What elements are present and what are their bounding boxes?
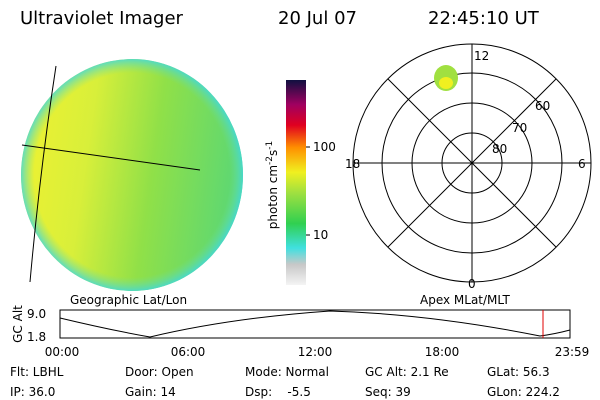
status-field: Gain: 14 xyxy=(125,385,176,399)
mlat-label: 80 xyxy=(492,142,507,156)
orbit-xtick: 18:00 xyxy=(425,345,460,359)
mlt-label: 12 xyxy=(474,49,489,63)
orbit-ytick: 1.8 xyxy=(27,330,46,344)
colorbar-tick-label: 10 xyxy=(313,228,328,242)
colorbar xyxy=(286,80,306,285)
colorbar-tick-label: 100 xyxy=(313,140,336,154)
status-field: GC Alt: 2.1 Re xyxy=(365,365,449,379)
status-field: Mode: Normal xyxy=(245,365,329,379)
status-field: Seq: 39 xyxy=(365,385,411,399)
orbit-xtick: 06:00 xyxy=(171,345,206,359)
mlt-label: 6 xyxy=(578,157,586,171)
status-field: IP: 36.0 xyxy=(10,385,55,399)
status-field: GLat: 56.3 xyxy=(487,365,550,379)
colorbar-label: photon cm-2s-1 xyxy=(265,141,280,230)
orbit-ytick: 9.0 xyxy=(27,307,46,321)
mlat-label: 60 xyxy=(535,99,550,113)
meridian xyxy=(29,65,57,283)
orbit-xtick: 23:59 xyxy=(555,345,590,359)
mlat-label: 70 xyxy=(512,121,527,135)
status-field: Dsp: -5.5 xyxy=(245,385,311,399)
orbit-altitude xyxy=(59,310,571,338)
mlt-label: 0 xyxy=(468,277,476,291)
orbit-ylabel: GC Alt xyxy=(11,305,25,343)
status-field: Flt: LBHL xyxy=(10,365,64,379)
image-rim xyxy=(21,59,243,291)
status-field: Door: Open xyxy=(125,365,194,379)
auroral-spot-core xyxy=(439,77,453,89)
orbit-frame xyxy=(59,309,571,339)
time: 22:45:10 UT xyxy=(428,8,540,29)
orbit-xtick: 12:00 xyxy=(298,345,333,359)
orbit-xtick: 00:00 xyxy=(45,345,80,359)
date: 20 Jul 07 xyxy=(278,8,357,29)
panel-label: Apex MLat/MLT xyxy=(420,293,510,307)
polar-grid xyxy=(352,43,592,283)
footer: Flt: LBHL Door: Open Mode: Normal GC Alt: 2… xyxy=(10,365,560,399)
title: Ultraviolet Imager xyxy=(20,8,184,29)
mlt-label: 18 xyxy=(345,157,360,171)
parallel xyxy=(21,144,201,171)
panel-label: Geographic Lat/Lon xyxy=(70,293,187,307)
status-field: GLon: 224.2 xyxy=(487,385,560,399)
